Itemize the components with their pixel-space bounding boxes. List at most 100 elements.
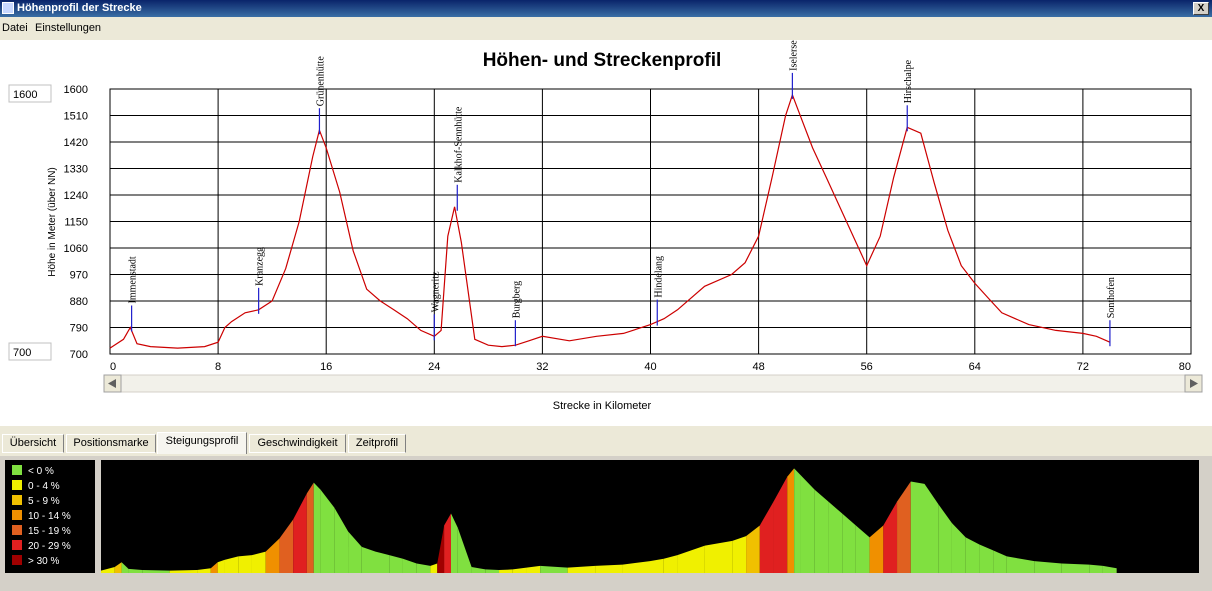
slope-segment — [979, 544, 994, 573]
waypoint: Immenstadt — [128, 256, 139, 332]
tab-steigungsprofil[interactable]: Steigungsprofil — [157, 432, 247, 454]
tab-bar: Übersicht Positionsmarke Steigungsprofil… — [0, 432, 1212, 454]
x-tick-label: 72 — [1077, 361, 1089, 373]
waypoint-label: Immenstadt — [128, 256, 139, 303]
waypoint: Iselerseilbahnstation — [788, 40, 799, 99]
legend-swatch — [12, 510, 22, 520]
legend-swatch — [12, 495, 22, 505]
slope-legend: < 0 % 0 - 4 % 5 - 9 % 10 - 14 % 15 - 19 … — [5, 460, 95, 573]
window-title: Höhenprofil der Strecke — [17, 2, 142, 14]
waypoint: Hindelang — [653, 256, 664, 326]
y-tick-label: 700 — [70, 349, 88, 361]
waypoint-markers: Immenstadt Kranzegg Grünenhütte Wagneritz Ka… — [128, 40, 1117, 347]
waypoint-label: Hindelang — [653, 256, 664, 298]
slope-segment — [471, 567, 486, 573]
legend-item: 0 - 4 % — [12, 480, 60, 494]
slope-segment — [224, 556, 239, 573]
scroll-left-icon — [108, 379, 116, 388]
menu-datei[interactable]: Datei — [2, 22, 28, 34]
slope-profile-svg — [101, 468, 1117, 573]
slope-segment — [313, 482, 321, 573]
slope-segment — [361, 546, 376, 573]
waypoint: Sonthofen — [1106, 277, 1117, 347]
slope-segment — [1102, 565, 1117, 573]
slope-segment — [650, 558, 664, 573]
slope-segment — [217, 559, 225, 573]
close-button[interactable]: X — [1193, 2, 1209, 15]
slope-segment — [457, 527, 472, 573]
slope-segment — [499, 569, 513, 573]
legend-label: 20 - 29 % — [28, 541, 71, 552]
waypoint: Wagneritz — [430, 271, 441, 341]
slope-segment — [924, 483, 939, 573]
slope-segment — [842, 513, 856, 573]
slope-segment — [128, 568, 143, 573]
elevation-line — [109, 93, 1111, 349]
slope-segment — [238, 555, 252, 573]
y-tick-label: 1060 — [64, 243, 88, 255]
legend-swatch — [12, 525, 22, 535]
slope-segment — [142, 570, 170, 573]
tab-positionsmarke[interactable]: Positionsmarke — [66, 434, 156, 453]
y-tick-labels: 700 790 880 970 1060 1150 1240 1330 1420 1510 1600 — [64, 84, 88, 361]
chart-title: Höhen- und Streckenprofil — [483, 50, 722, 71]
horizontal-scrollbar[interactable] — [103, 374, 1203, 393]
slope-segment — [306, 482, 314, 573]
slope-segment — [622, 561, 650, 573]
slope-segment — [320, 489, 335, 573]
slope-segment — [402, 558, 417, 573]
legend-item: 10 - 14 % — [12, 510, 71, 524]
slope-segment — [855, 525, 870, 573]
menu-einstellungen[interactable]: Einstellungen — [35, 22, 102, 34]
ymin-input[interactable]: 700 — [8, 342, 52, 361]
slope-segment — [787, 468, 795, 573]
slope-segment — [293, 493, 307, 573]
slope-segment — [828, 501, 843, 573]
slope-segment — [375, 551, 390, 573]
slope-segment — [595, 564, 623, 573]
ymax-input-value: 1600 — [13, 89, 37, 101]
slope-segment — [773, 476, 788, 573]
slope-segment — [869, 525, 884, 573]
x-axis-label: Strecke in Kilometer — [553, 400, 652, 412]
x-tick-labels: 0 8 16 24 32 40 48 56 64 72 80 — [110, 361, 1191, 373]
legend-swatch — [12, 555, 22, 565]
plot-border — [109, 88, 1192, 355]
legend-swatch — [12, 465, 22, 475]
slope-segment — [1089, 564, 1103, 573]
slope-segment — [704, 540, 733, 573]
waypoint-label: Kranzegg — [255, 247, 266, 286]
slope-segment — [101, 567, 115, 573]
slope-segment — [444, 513, 451, 573]
slope-segment — [197, 568, 211, 573]
slope-chart — [101, 460, 1199, 573]
app-icon — [2, 2, 14, 14]
tab-uebersicht[interactable]: Übersicht — [2, 434, 64, 453]
slope-segment — [938, 504, 952, 573]
y-tick-label: 1330 — [64, 164, 88, 176]
legend-swatch — [12, 480, 22, 490]
slope-segment — [965, 537, 980, 573]
ymax-input[interactable]: 1600 — [8, 84, 52, 103]
x-tick-label: 56 — [861, 361, 873, 373]
legend-item: < 0 % — [12, 465, 54, 479]
waypoint: Burgberg — [511, 281, 522, 347]
y-tick-label: 1510 — [64, 111, 88, 123]
x-tick-label: 24 — [428, 361, 440, 373]
legend-label: 15 - 19 % — [28, 526, 71, 537]
slope-segment — [759, 501, 774, 573]
tab-zeitprofil[interactable]: Zeitprofil — [348, 434, 406, 453]
legend-item: 20 - 29 % — [12, 540, 71, 554]
y-tick-label: 790 — [70, 323, 88, 335]
slope-segment — [910, 481, 925, 573]
tab-geschwindigkeit[interactable]: Geschwindigkeit — [249, 434, 346, 453]
y-tick-label: 880 — [70, 296, 88, 308]
waypoint-label: Hirschalpe — [903, 59, 914, 103]
slope-segment — [677, 545, 705, 573]
scroll-right-icon — [1190, 379, 1198, 388]
slope-segment — [1061, 563, 1090, 573]
slope-segment — [348, 531, 362, 573]
slope-segment — [1006, 556, 1035, 573]
x-tick-label: 64 — [969, 361, 981, 373]
slope-segment — [334, 507, 349, 573]
